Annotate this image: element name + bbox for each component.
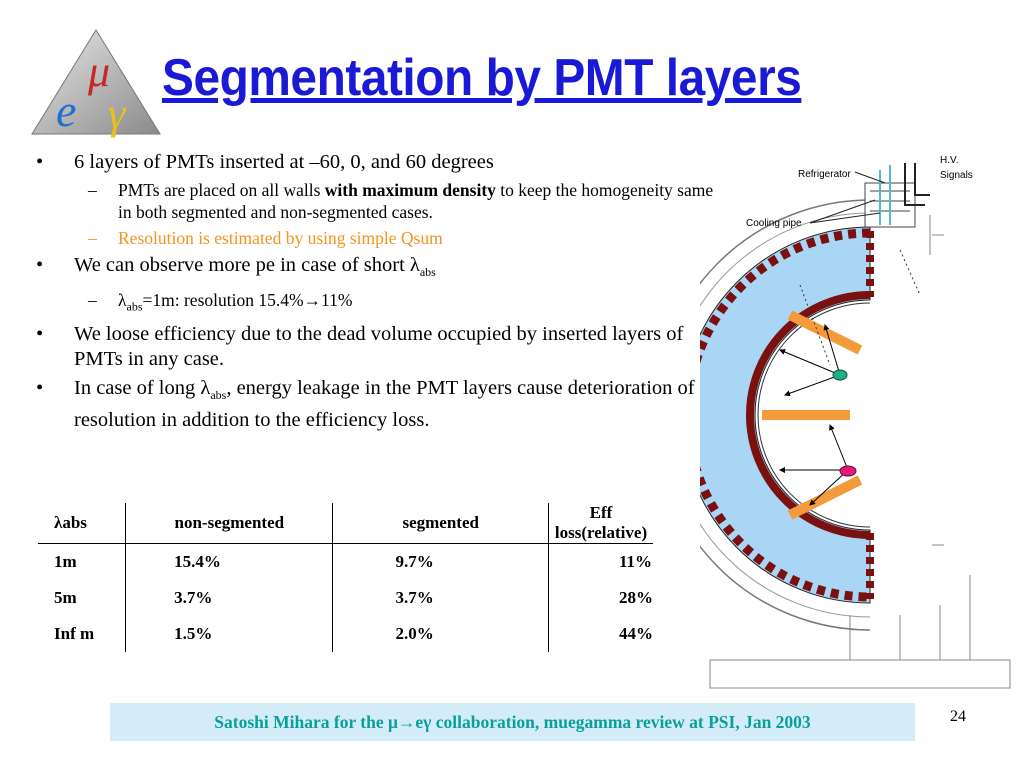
table-row: 5m 3.7% 3.7% 28%: [38, 580, 653, 616]
subscript: abs: [126, 299, 143, 314]
bullet-item: • In case of long λabs, energy leakage i…: [32, 376, 722, 433]
footer-banner: Satoshi Mihara for the μ→eγ collaboratio…: [110, 703, 915, 741]
event-point-green: [832, 369, 848, 381]
signals-label: Signals: [940, 170, 973, 181]
table-row: Inf m 1.5% 2.0% 44%: [38, 616, 653, 652]
logo-e: e: [56, 85, 76, 136]
event-point-magenta: [839, 465, 857, 477]
table-cell: 5m: [38, 580, 127, 616]
table-header: non-segmented: [125, 503, 334, 544]
logo-gamma: γ: [108, 89, 127, 138]
support-frame: [709, 215, 1011, 689]
table-cell: Inf m: [38, 616, 127, 652]
detector-cross-section-diagram: Refrigerator H.V. Signals Cooling pipe: [700, 155, 1011, 689]
table-header: λabs: [38, 503, 127, 544]
pmt-outer-wall: [700, 228, 871, 602]
dash-icon: –: [88, 180, 97, 200]
pmt-layer-plus-60: [787, 310, 863, 355]
bullet-dot-icon: •: [36, 254, 44, 276]
table-cell: 28%: [619, 588, 653, 607]
sub-bullet-item: – Resolution is estimated by using simpl…: [32, 227, 722, 249]
table-cell: 3.7%: [332, 580, 549, 616]
table-cell: 1.5%: [125, 616, 334, 652]
table-header-row: λabs non-segmented segmented Eff loss(re…: [38, 503, 653, 544]
table-row: 1m 15.4% 9.7% 11%: [38, 543, 653, 580]
sub-bullet-text: Resolution is estimated by using simple …: [118, 228, 443, 248]
hv-label: H.V.: [940, 155, 959, 166]
table-cell: 44%: [619, 624, 653, 643]
table-cell: 1m: [38, 543, 127, 580]
dash-icon: –: [88, 228, 97, 248]
bullet-list: • 6 layers of PMTs inserted at –60, 0, a…: [32, 150, 722, 437]
bullet-dot-icon: •: [36, 376, 44, 399]
page-number: 24: [950, 708, 966, 725]
subscript: abs: [210, 387, 227, 402]
sub-bullet-text: to keep the homogeneity same in both seg…: [118, 180, 714, 222]
sub-bullet-item: – λabs=1m: resolution 15.4%→11%: [32, 289, 722, 318]
sub-bullet-item: – PMTs are placed on all walls with maxi…: [32, 179, 722, 223]
pmt-layer-minus-60: [787, 475, 863, 520]
bullet-text: 6 layers of PMTs inserted at –60, 0, and…: [74, 151, 494, 173]
mu-e-gamma-logo: μ e γ: [31, 29, 161, 138]
bullet-item: • We loose efficiency due to the dead vo…: [32, 322, 722, 372]
bullet-dot-icon: •: [36, 151, 44, 173]
bullet-text: , energy leakage in the PMT layers cause…: [74, 376, 695, 431]
table-cell: 9.7%: [332, 543, 549, 580]
sub-bullet-text: PMTs are placed on all walls: [118, 180, 325, 200]
logo-mu: μ: [87, 47, 110, 96]
table-cell: 15.4%: [125, 543, 334, 580]
refrigerator-label: Refrigerator: [798, 169, 851, 180]
bullet-text: We can observe more pe in case of short …: [74, 254, 420, 276]
inner-wall-border: [757, 302, 871, 528]
resolution-table: λabs non-segmented segmented Eff loss(re…: [38, 503, 653, 652]
table-cell: 3.7%: [125, 580, 334, 616]
sub-bullet-emphasis: with maximum density: [324, 180, 496, 200]
table-header: Eff loss(relative): [548, 503, 653, 544]
table-header: segmented: [332, 503, 549, 544]
bullet-dot-icon: •: [36, 322, 44, 345]
bullet-text: We loose efficiency due to the dead volu…: [74, 322, 684, 370]
bullet-text: In case of long λ: [74, 376, 211, 399]
cooling-pipe-label: Cooling pipe: [746, 218, 802, 229]
slide-title: Segmentation by PMT layers: [162, 49, 802, 107]
outer-cryostat: [700, 199, 871, 631]
liquid-xenon-volume: [700, 226, 871, 604]
dash-icon: –: [88, 290, 97, 311]
subscript: abs: [419, 265, 436, 280]
outer-cryostat-inner: [700, 212, 871, 618]
bullet-item: • 6 layers of PMTs inserted at –60, 0, a…: [32, 150, 722, 175]
table-cell: 11%: [619, 552, 653, 571]
table-cell: 2.0%: [332, 616, 549, 652]
sub-bullet-text: =1m: resolution 15.4%→11%: [142, 290, 353, 311]
sub-bullet-text: λ: [118, 290, 127, 311]
bullet-item: • We can observe more pe in case of shor…: [32, 253, 722, 285]
pmt-inner-wall: [746, 291, 871, 539]
